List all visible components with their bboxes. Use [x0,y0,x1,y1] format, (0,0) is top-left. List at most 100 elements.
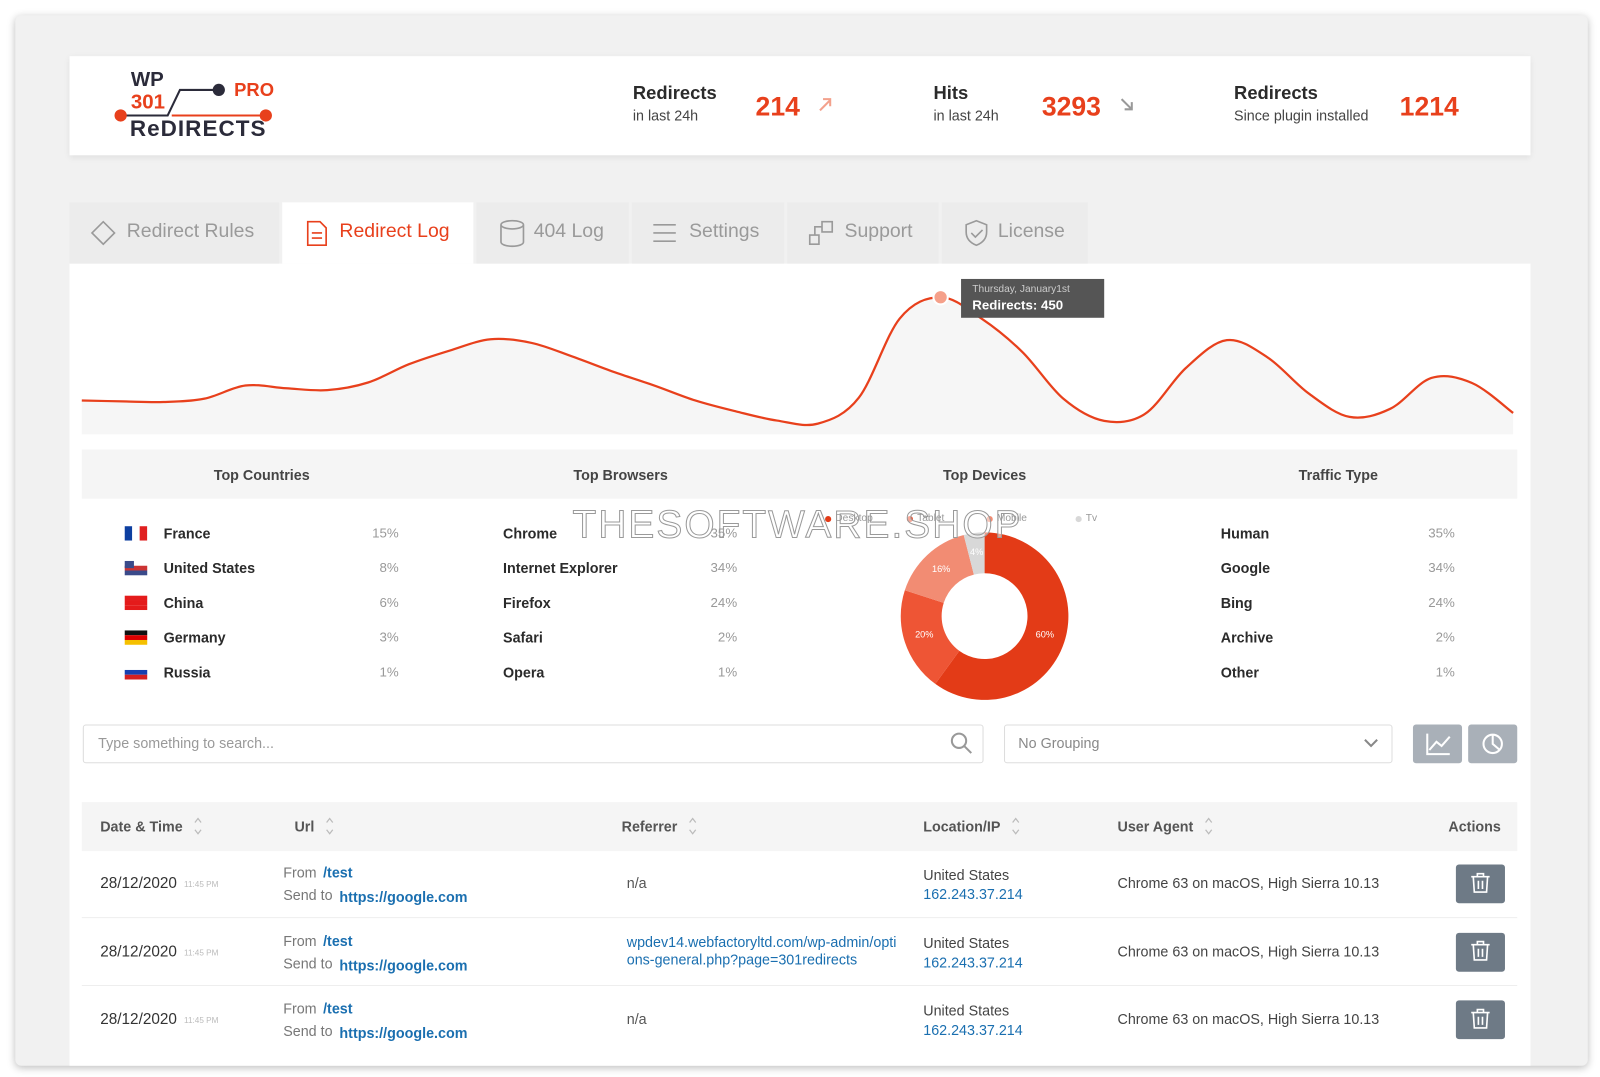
watermark: THESOFTWARE.SHOP [572,503,1023,547]
column-header[interactable]: Location/IP [923,818,1001,835]
stats-percent: 2% [1435,629,1455,645]
flag [124,560,148,576]
to-label: Send to [283,886,333,904]
stats-name: Opera [503,664,545,681]
trend-arrow [819,98,832,112]
stats-name: Russia [163,664,211,681]
tab-icon [965,219,988,247]
flag-stripe [139,526,148,541]
flag-stripe [124,639,148,645]
legend-label: Tv [1085,512,1098,525]
referrer: n/a [626,874,647,892]
tab-label[interactable]: License [997,220,1065,243]
legend-dot [906,516,914,523]
tab[interactable] [476,202,629,264]
from-label: From [283,1000,317,1017]
stat-value: 3293 [1041,90,1101,122]
user-agent: Chrome 63 on macOS, High Sierra 10.13 [1117,1010,1380,1027]
stats-title: Top Countries [213,466,310,484]
logo-wp: WP [130,68,164,91]
tab-label[interactable]: 404 Log [533,220,604,243]
delete-button[interactable] [1455,864,1505,904]
peak-marker [932,289,949,306]
ip[interactable]: 162.243.37.214 [923,1021,1023,1039]
legend-label: Desktop [835,512,873,525]
to-url[interactable]: https://google.com [339,1024,468,1042]
from-label: From [283,932,317,949]
stats-percent: 8% [379,559,399,576]
legend-dot [1075,516,1082,523]
location: United States [923,1002,1010,1019]
stats-name: United States [163,559,256,577]
header-card [69,56,1531,156]
stats-percent: 35% [710,525,738,541]
tab-icon [306,220,327,247]
tab[interactable] [69,202,280,264]
tab-label[interactable]: Redirect Rules [126,220,255,243]
segment-label: 60% [1035,629,1055,640]
stats-name: Bing [1220,594,1253,612]
tab-label[interactable]: Settings [689,220,760,243]
legend-dot [825,516,832,523]
flag-stripe [124,674,148,680]
flag-stripe [124,605,148,611]
sort-icon [1012,817,1020,835]
grouping-select[interactable] [1003,724,1393,764]
sort-icon [689,817,697,835]
from-url[interactable]: /test [323,1000,353,1017]
tab-label[interactable]: Support [844,220,913,243]
date: 28/12/2020 [100,1010,177,1028]
flag-stripe [124,565,148,571]
flag [124,595,148,611]
flag [124,665,148,680]
delete-button[interactable] [1455,1000,1505,1040]
flag-stripe [124,665,148,670]
location: United States [923,866,1010,883]
flag-stripe [124,526,133,541]
flag-stripe [124,630,148,636]
stats-name: Internet Explorer [503,559,618,577]
segment-label: 4% [969,547,984,558]
column-header: Actions [1448,818,1501,835]
logo-lines [114,83,272,122]
stats-name: Firefox [503,594,551,612]
column-header[interactable]: User Agent [1117,818,1194,835]
legend-label: Tablet [917,512,945,525]
ip[interactable]: 162.243.37.214 [923,885,1023,903]
stats-name: Human [1220,525,1270,542]
tab[interactable] [787,202,939,264]
stats-name: France [163,525,211,542]
to-url[interactable]: https://google.com [339,956,468,974]
flag-stripe [124,600,148,606]
search-placeholder: Type something to search... [98,734,274,752]
from-url[interactable]: /test [323,864,353,881]
column-header[interactable]: Referrer [621,818,678,835]
stat-subtitle: in last 24h [933,107,999,124]
stat-subtitle: Since plugin installed [1234,107,1369,124]
referrer[interactable]: wpdev14.webfactoryltd.com/wp-admin/optio… [626,933,897,968]
delete-button[interactable] [1455,932,1505,972]
stat-title: Redirects [1234,82,1318,104]
tab-label[interactable]: Redirect Log [339,220,450,243]
column-header[interactable]: Url [294,818,315,835]
to-label: Send to [283,1022,333,1040]
logo-name: ReDIRECTS [129,115,267,142]
flag-stripe [124,669,148,675]
search-box[interactable] [82,724,984,764]
flag-stripe [132,526,140,541]
donut-segment [900,590,960,684]
from-url[interactable]: /test [323,932,353,949]
stats-name: Archive [1220,629,1274,646]
stats-name: Other [1220,664,1259,681]
tooltip-title: Thursday, January1st [972,283,1070,296]
flag [124,526,148,541]
to-url[interactable]: https://google.com [339,888,468,906]
to-label: Send to [283,954,333,972]
select-chevron [1364,739,1378,748]
ip[interactable]: 162.243.37.214 [923,953,1023,971]
stats-name: Safari [503,629,543,646]
flag-canton [124,560,134,569]
column-header[interactable]: Date & Time [100,818,183,835]
